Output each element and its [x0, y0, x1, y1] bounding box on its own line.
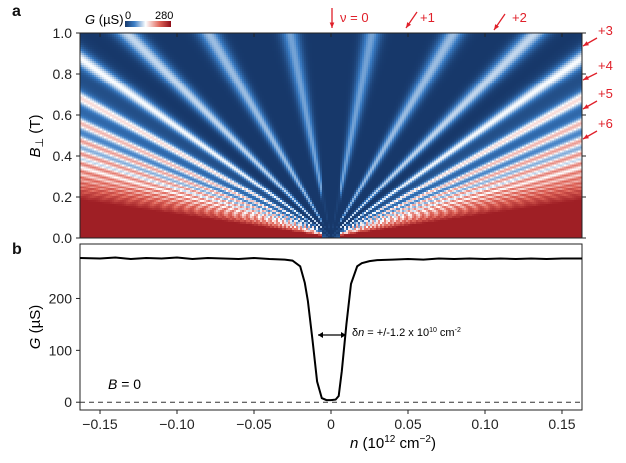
arrow-nu-0-icon-head — [329, 22, 335, 28]
arrow-nu-4-icon-head — [583, 75, 589, 80]
colorbar-label: G (µS) — [85, 12, 124, 27]
label-nu-5: +5 — [598, 86, 613, 101]
panel-b-axes: 0 100 200 −0.15 −0.10 −0.05 0 0.05 0.10 0.15 — [49, 243, 583, 432]
x-tick-label: 0.10 — [471, 416, 498, 432]
panel-label-a: a — [12, 3, 21, 20]
arrow-nu-3-icon-head — [583, 41, 589, 46]
conductance-curve — [79, 256, 582, 402]
panel-a-frame — [79, 32, 583, 239]
x-tick-label: −0.10 — [159, 416, 195, 432]
y-tick-label: 0.0 — [53, 230, 73, 246]
x-tick-label: 0 — [327, 416, 335, 432]
label-nu-0: ν = 0 — [340, 10, 369, 25]
label-nu-3: +3 — [598, 23, 613, 38]
landau-fan-heatmap — [80, 33, 582, 238]
delta-n-annotation: δn = +/-1.2 x 1010 cm-2 — [352, 327, 461, 339]
y-tick-label: 0.2 — [53, 189, 73, 205]
panel-b-ylabel: G (µS) — [27, 305, 44, 349]
y-tick-label: 100 — [49, 342, 73, 358]
arrow-nu-1-icon-head — [406, 22, 412, 28]
y-tick-label: 0.8 — [53, 66, 73, 82]
y-tick-label: 0.4 — [53, 148, 73, 164]
x-tick-label: −0.15 — [82, 416, 118, 432]
colorbar — [125, 21, 171, 27]
y-tick-label: 0.6 — [53, 107, 73, 123]
annotations: ν = 0 +1 +2 +3 +4 +5 +6 — [329, 8, 613, 140]
x-tick-label: 0.15 — [548, 416, 575, 432]
arrow-nu-6-icon-head — [583, 134, 589, 139]
panel-label-b: b — [12, 241, 22, 258]
panel-a-ylabel: B⊥ (T) — [27, 115, 46, 158]
panel-a-axes: 0.0 0.2 0.4 0.6 0.8 1.0 — [53, 25, 586, 246]
y-tick-label: 0 — [64, 394, 72, 410]
x-tick-label: −0.05 — [236, 416, 272, 432]
panel-b-xlabel: n (1012 cm−2) — [350, 434, 436, 452]
label-nu-1: +1 — [420, 10, 435, 25]
arrow-nu-2-icon-head — [494, 24, 500, 30]
b-zero-annotation: B = 0 — [108, 376, 141, 392]
panel-b-frame — [79, 243, 583, 411]
colorbar-min-label: 0 — [125, 10, 131, 22]
colorbar-max-label: 280 — [155, 10, 173, 22]
arrow-nu-5-icon-head — [583, 104, 589, 109]
label-nu-4: +4 — [598, 58, 613, 73]
x-tick-label: 0.05 — [394, 416, 421, 432]
label-nu-2: +2 — [512, 10, 527, 25]
label-nu-6: +6 — [598, 116, 613, 131]
y-tick-label: 200 — [49, 290, 73, 306]
y-tick-label: 1.0 — [53, 25, 73, 41]
